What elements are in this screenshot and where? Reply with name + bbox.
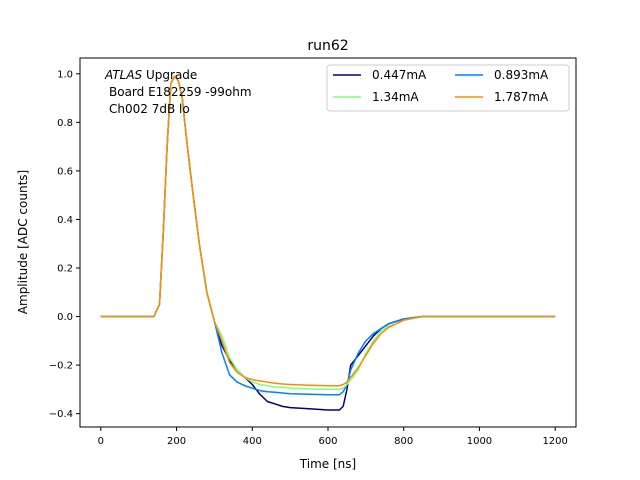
y-axis: −0.4 −0.2 0.0 0.2 0.4 0.6 0.8 1.0 bbox=[49, 69, 80, 420]
annotation-line-3: Ch002 7dB lo bbox=[109, 102, 190, 116]
x-tick-label: 0 bbox=[98, 436, 104, 447]
y-tick-label: 1.0 bbox=[57, 69, 73, 80]
annotation: ATLAS Upgrade Board E182259 -99ohm Ch002… bbox=[104, 68, 252, 116]
x-tick-label: 600 bbox=[318, 436, 337, 447]
legend-label: 1.34mA bbox=[372, 90, 419, 104]
legend-frame bbox=[326, 64, 570, 112]
chart-title: run62 bbox=[307, 38, 348, 54]
annotation-line-1: ATLAS Upgrade bbox=[104, 68, 197, 82]
y-tick-label: 0.0 bbox=[57, 312, 73, 323]
x-tick-label: 1000 bbox=[467, 436, 492, 447]
x-axis-label: Time [ns] bbox=[299, 457, 356, 471]
y-tick-label: 0.8 bbox=[57, 118, 73, 129]
x-tick-label: 400 bbox=[243, 436, 262, 447]
x-tick-label: 1200 bbox=[542, 436, 567, 447]
y-tick-label: −0.4 bbox=[49, 409, 73, 420]
annotation-line-2: Board E182259 -99ohm bbox=[109, 85, 252, 99]
series-line-3 bbox=[100, 75, 556, 387]
plot-area bbox=[100, 75, 556, 411]
y-tick-label: 0.6 bbox=[57, 166, 73, 177]
legend: 0.447mA 0.893mA 1.34mA 1.787mA bbox=[326, 64, 570, 112]
x-axis: 0 200 400 600 800 1000 1200 bbox=[98, 427, 568, 447]
annotation-upgrade: Upgrade bbox=[142, 68, 197, 82]
x-tick-label: 800 bbox=[394, 436, 413, 447]
x-tick-label: 200 bbox=[167, 436, 186, 447]
y-tick-label: −0.2 bbox=[49, 361, 73, 372]
y-tick-label: 0.2 bbox=[57, 263, 73, 274]
legend-label: 1.787mA bbox=[494, 90, 549, 104]
y-tick-label: 0.4 bbox=[57, 215, 73, 226]
legend-label: 0.447mA bbox=[372, 68, 427, 82]
y-axis-label: Amplitude [ADC counts] bbox=[16, 170, 30, 314]
annotation-atlas: ATLAS bbox=[104, 68, 143, 82]
legend-label: 0.893mA bbox=[494, 68, 549, 82]
